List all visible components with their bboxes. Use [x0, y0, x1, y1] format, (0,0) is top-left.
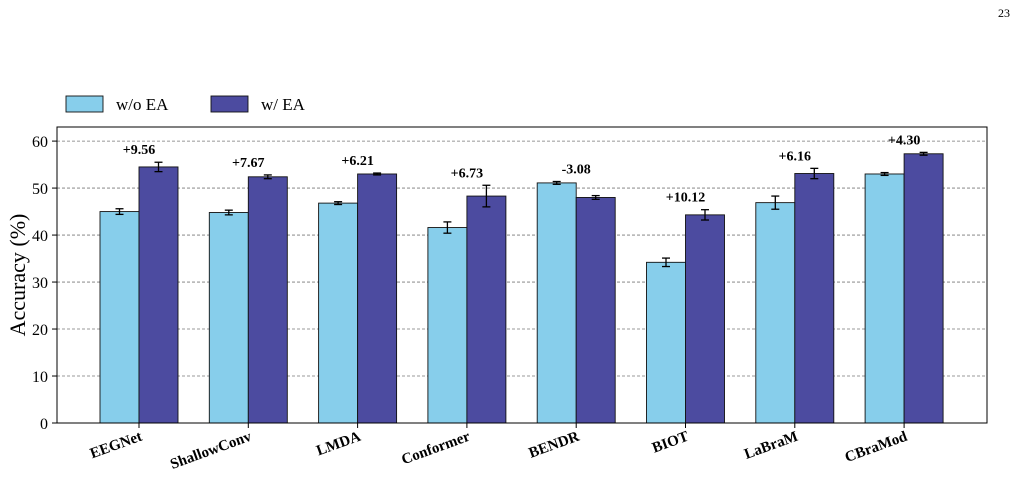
legend-label: w/ EA — [261, 95, 306, 114]
plot-frame — [56, 126, 988, 424]
delta-annotation: +6.73 — [451, 166, 483, 181]
delta-annotation: +7.67 — [232, 156, 264, 171]
delta-annotation: +4.30 — [888, 133, 920, 148]
bar-w-ea — [575, 197, 616, 424]
bar-wo-ea — [208, 212, 249, 424]
delta-annotation: +9.56 — [123, 143, 155, 158]
bar-w-ea — [685, 214, 725, 424]
x-tick-label: LMDA — [314, 429, 363, 460]
delta-annotation: +6.21 — [341, 154, 373, 169]
y-tick-label: 50 — [32, 181, 48, 198]
bar-wo-ea — [755, 202, 796, 424]
x-tick-label: BIOT — [650, 429, 691, 457]
bar-w-ea — [138, 166, 179, 424]
page-number: 23 — [998, 6, 1010, 20]
y-axis-title: Accuracy (%) — [5, 214, 30, 337]
bar-w-ea — [466, 195, 507, 424]
bar-w-ea — [794, 173, 835, 424]
y-tick-label: 30 — [32, 275, 48, 292]
y-tick-label: 0 — [40, 416, 48, 433]
y-tick-label: 40 — [32, 228, 48, 245]
bar-wo-ea — [864, 173, 905, 424]
delta-annotation: -3.08 — [562, 163, 591, 178]
x-tick-label: ShallowConv — [168, 429, 254, 473]
bar-w-ea — [903, 153, 944, 424]
bar-wo-ea — [646, 261, 686, 424]
x-tick-label: EEGNet — [88, 429, 144, 463]
bar-wo-ea — [318, 202, 359, 424]
x-tick-label: CBraMod — [843, 429, 910, 466]
legend: w/o EA w/ EA — [65, 95, 306, 114]
error-bars — [115, 151, 928, 268]
x-tick-label: Conformer — [399, 429, 472, 469]
bar-w-ea — [357, 173, 398, 424]
legend-label: w/o EA — [116, 95, 169, 114]
y-tick-label: 60 — [32, 134, 48, 151]
bar-w-ea — [247, 176, 288, 424]
y-tick-label: 10 — [32, 369, 48, 386]
bars — [99, 153, 944, 424]
legend-swatch — [65, 95, 104, 113]
delta-annotation: +10.12 — [666, 191, 705, 206]
legend-swatch — [210, 95, 249, 113]
x-tick-label: LaBraM — [742, 429, 800, 463]
bar-wo-ea — [99, 211, 140, 424]
bar-wo-ea — [536, 182, 577, 424]
bar-wo-ea — [427, 227, 468, 424]
delta-annotations: +9.56 +7.67 +6.21 +6.73 -3.08 +10.12 +6.16 +4.3… — [123, 133, 921, 205]
grid-lines — [57, 140, 987, 377]
y-tick-label: 20 — [32, 322, 48, 339]
delta-annotation: +6.16 — [779, 149, 811, 164]
x-tick-label: BENDR — [527, 429, 582, 462]
